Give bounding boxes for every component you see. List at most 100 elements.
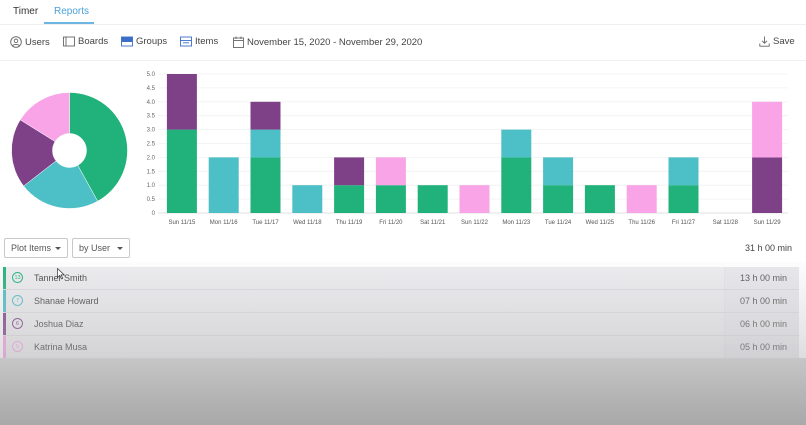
board-icon <box>63 36 75 47</box>
item-count-badge: 7 <box>12 295 23 306</box>
date-range-picker[interactable]: November 15, 2020 - November 29, 2020 <box>233 36 422 48</box>
donut-slice[interactable] <box>69 92 128 202</box>
tab-timer[interactable]: Timer <box>13 6 39 17</box>
svg-text:Fri 11/27: Fri 11/27 <box>672 220 696 226</box>
bar-segment[interactable] <box>752 157 783 213</box>
boards-filter-label: Boards <box>78 36 109 47</box>
svg-text:Sun 11/15: Sun 11/15 <box>168 220 196 226</box>
user-color-bar <box>3 313 6 335</box>
svg-text:1.5: 1.5 <box>147 169 156 175</box>
svg-text:Wed 11/25: Wed 11/25 <box>586 220 615 226</box>
svg-text:2.0: 2.0 <box>147 155 156 161</box>
bar-segment[interactable] <box>459 185 490 213</box>
list-item[interactable]: 7 Shanae Howard 07 h 00 min <box>3 290 799 313</box>
user-hours: 07 h 00 min <box>724 290 799 312</box>
calendar-icon <box>233 36 244 48</box>
bar-segment[interactable] <box>334 185 365 213</box>
stacked-bar-chart: 0 0.5 1.0 1.5 2.0 2.5 3.0 3.5 4.0 4.5 5.0 Sun 11/15… <box>147 72 788 226</box>
svg-text:Sun 11/22: Sun 11/22 <box>461 220 489 226</box>
donut-slice[interactable] <box>11 119 57 187</box>
svg-text:5.0: 5.0 <box>147 72 156 78</box>
users-filter-label: Users <box>25 36 50 48</box>
empty-area <box>0 358 806 425</box>
caret-down-icon <box>117 246 123 250</box>
bar-segment[interactable] <box>501 129 532 158</box>
user-color-bar <box>3 336 6 358</box>
bar-segment[interactable] <box>250 157 281 213</box>
svg-text:4.5: 4.5 <box>147 86 156 92</box>
list-item[interactable]: 6 Joshua Diaz 06 h 00 min <box>3 313 799 336</box>
active-tab-indicator <box>44 22 94 24</box>
item-count-badge: 13 <box>12 272 23 283</box>
svg-text:Tue 11/17: Tue 11/17 <box>252 220 279 226</box>
svg-text:3.0: 3.0 <box>147 128 156 134</box>
user-circle-icon <box>10 36 22 48</box>
group-icon <box>121 36 133 47</box>
group-by-label: by User <box>79 243 111 253</box>
bar-segment[interactable] <box>584 185 615 213</box>
groups-filter-button[interactable]: Groups <box>121 36 167 47</box>
user-name: Joshua Diaz <box>34 319 84 329</box>
svg-text:3.5: 3.5 <box>147 114 156 120</box>
svg-text:Thu 11/26: Thu 11/26 <box>628 220 655 226</box>
svg-text:0.5: 0.5 <box>147 197 156 203</box>
bar-segment[interactable] <box>668 185 699 213</box>
toolbar-divider <box>0 60 806 61</box>
users-filter-button[interactable]: Users <box>10 36 50 48</box>
svg-text:Tue 11/24: Tue 11/24 <box>545 220 572 226</box>
bar-segment[interactable] <box>417 185 448 213</box>
list-item[interactable]: 5 Katrina Musa 05 h 00 min <box>3 336 799 359</box>
bar-segment[interactable] <box>543 185 574 213</box>
svg-text:2.5: 2.5 <box>147 142 156 148</box>
plot-items-label: Plot Items <box>11 243 52 253</box>
svg-text:Sat 11/21: Sat 11/21 <box>420 220 446 226</box>
bar-segment[interactable] <box>334 157 365 186</box>
user-name: Shanae Howard <box>34 296 99 306</box>
user-color-bar <box>3 267 6 289</box>
bar-segment[interactable] <box>166 74 197 130</box>
groups-filter-label: Groups <box>136 36 168 47</box>
bar-segment[interactable] <box>250 101 281 130</box>
user-list: 13 Tanner Smith 13 h 00 min 7 Shanae How… <box>3 267 799 359</box>
group-by-dropdown[interactable]: by User <box>72 238 130 258</box>
tab-reports[interactable]: Reports <box>54 6 90 17</box>
item-icon <box>180 36 192 47</box>
bar-segment[interactable] <box>668 157 699 186</box>
bar-segment[interactable] <box>752 101 783 158</box>
plot-items-dropdown[interactable]: Plot Items <box>4 238 68 258</box>
bar-segment[interactable] <box>250 129 281 158</box>
svg-text:Wed 11/18: Wed 11/18 <box>293 220 322 226</box>
svg-text:0: 0 <box>152 211 156 217</box>
save-button[interactable]: Save <box>759 36 795 47</box>
items-filter-button[interactable]: Items <box>180 36 218 47</box>
bar-segment[interactable] <box>501 157 532 213</box>
bar-segment[interactable] <box>375 185 406 213</box>
svg-text:1.0: 1.0 <box>147 183 156 189</box>
bar-segment[interactable] <box>292 185 323 213</box>
download-icon <box>759 36 770 47</box>
list-item[interactable]: 13 Tanner Smith 13 h 00 min <box>3 267 799 290</box>
boards-filter-button[interactable]: Boards <box>63 36 108 47</box>
donut-chart <box>11 92 128 209</box>
svg-text:Mon 11/23: Mon 11/23 <box>502 220 531 226</box>
svg-text:Thu 11/19: Thu 11/19 <box>336 220 363 226</box>
save-label: Save <box>773 36 795 47</box>
user-hours: 05 h 00 min <box>724 336 799 358</box>
svg-text:Sat 11/28: Sat 11/28 <box>713 220 739 226</box>
bar-segment[interactable] <box>208 157 239 213</box>
item-count-badge: 5 <box>12 341 23 352</box>
user-hours: 06 h 00 min <box>724 313 799 335</box>
total-time: 31 h 00 min <box>744 243 792 253</box>
user-name: Katrina Musa <box>34 342 88 352</box>
svg-text:Mon 11/16: Mon 11/16 <box>210 220 239 226</box>
svg-text:Fri 11/20: Fri 11/20 <box>379 220 403 226</box>
bar-segment[interactable] <box>626 185 657 213</box>
tab-bar: Timer Reports <box>0 0 806 25</box>
donut-slice[interactable] <box>23 160 98 209</box>
item-count-badge: 6 <box>12 318 23 329</box>
bar-segment[interactable] <box>375 157 406 186</box>
mouse-cursor-icon <box>57 268 65 280</box>
bar-segment[interactable] <box>543 157 574 186</box>
bar-segment[interactable] <box>166 129 197 213</box>
donut-slice[interactable] <box>19 92 70 142</box>
